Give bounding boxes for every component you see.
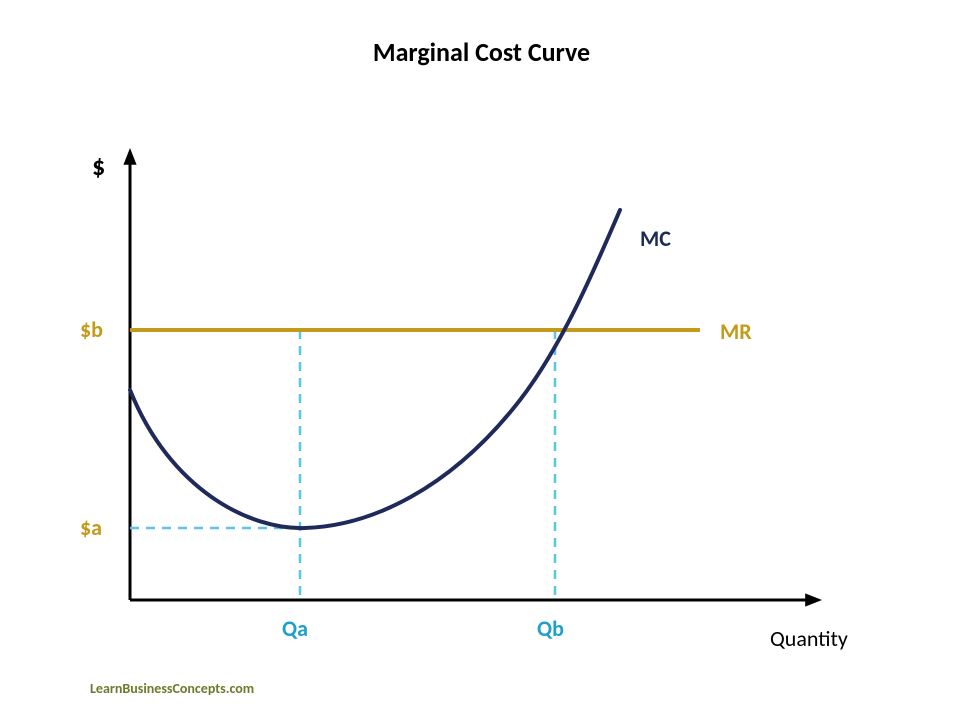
x-tick-qb: Qb xyxy=(537,615,564,642)
attribution-text: LearnBusinessConcepts.com xyxy=(90,680,254,697)
axes xyxy=(123,148,822,607)
x-tick-qa: Qa xyxy=(282,615,308,642)
y-tick-a: $a xyxy=(80,514,102,541)
x-axis-label: Quantity xyxy=(770,625,848,652)
y-axis-label: $ xyxy=(92,150,105,182)
reference-lines xyxy=(130,330,555,600)
chart-canvas xyxy=(0,0,963,716)
mr-line-label: MR xyxy=(720,318,752,345)
mc-curve-label: MC xyxy=(640,225,671,252)
mc-curve xyxy=(130,210,620,528)
y-tick-b: $b xyxy=(80,316,103,343)
